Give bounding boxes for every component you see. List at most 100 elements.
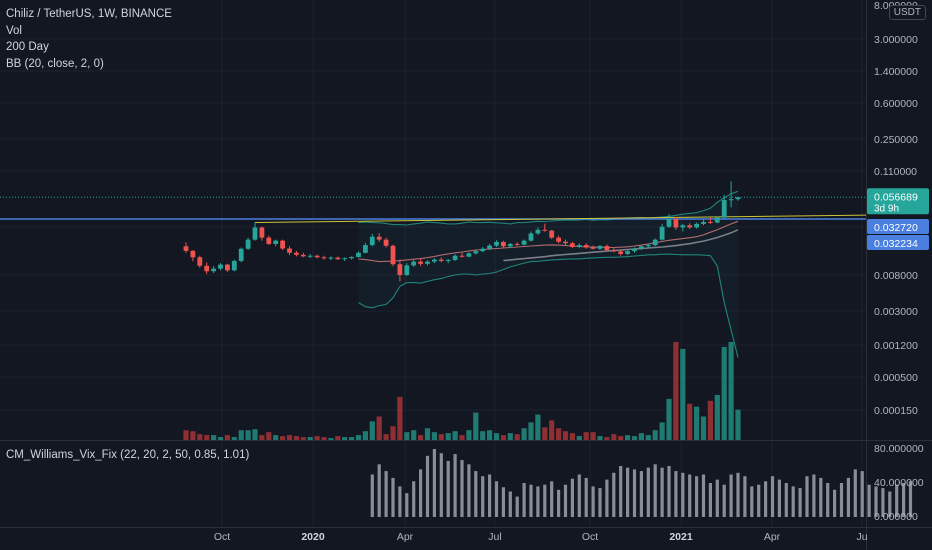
price-marker-badge (867, 219, 929, 234)
volume-bar (673, 342, 679, 440)
volume-bar (411, 430, 417, 440)
volume-bar (362, 431, 368, 440)
vix-bar (770, 476, 775, 517)
volume-bar (217, 437, 224, 440)
candles (183, 181, 741, 282)
countdown-label: 3d 9h (874, 203, 899, 214)
osc-tick-label: 40.000000 (874, 477, 924, 489)
vix-bar (377, 464, 381, 517)
candle-body (604, 246, 610, 251)
vix-bar (764, 481, 768, 517)
vix-bar (639, 471, 643, 517)
vix-bar (750, 486, 754, 517)
vix-bar (515, 496, 519, 517)
volume-bar (604, 437, 610, 440)
volume-bar (383, 434, 389, 440)
vix-bar (708, 483, 712, 517)
volume-bar (300, 437, 306, 440)
volume-bar (259, 435, 265, 440)
volume-bar (569, 433, 575, 440)
last-price-label: 0.056689 (874, 191, 918, 203)
vix-bar (701, 474, 706, 517)
candle-body (425, 261, 430, 264)
vix-bar (591, 486, 595, 517)
volume-bar (549, 420, 555, 440)
vix-bar (688, 474, 692, 517)
vix-bar (494, 481, 499, 517)
volume-bar (562, 431, 569, 440)
candle-body (197, 257, 203, 266)
candle-body (266, 237, 272, 244)
candle-body (701, 221, 706, 224)
vix-bar (557, 489, 561, 517)
volume-bar (369, 421, 375, 440)
price-tick-label: 0.008000 (874, 270, 918, 282)
candle-body (563, 241, 568, 244)
volume-bar (314, 436, 320, 440)
legend-bb[interactable]: BB (20, close, 2, 0) (6, 57, 104, 70)
volume-bar (390, 426, 396, 440)
volume-bar (286, 435, 293, 440)
price-tick-label: 0.003000 (874, 306, 918, 318)
vix-bar (488, 474, 492, 517)
volume-bar (238, 430, 244, 440)
volume-bar (355, 435, 362, 440)
vix-bar (660, 467, 664, 517)
vix-bar (846, 477, 850, 517)
vix-bar (626, 467, 630, 517)
candle-body (307, 255, 313, 257)
last-price-badge (867, 188, 929, 215)
volume-bar (611, 434, 617, 440)
volume-bar (507, 433, 513, 440)
candle-body (245, 239, 251, 249)
vix-bar (412, 481, 416, 517)
trendline (254, 214, 867, 224)
volume-bar (487, 430, 493, 440)
candle-body (708, 221, 713, 223)
volume-bar (583, 432, 589, 440)
volume-bar (576, 436, 582, 440)
oscillator-legend[interactable]: CM_Williams_Vix_Fix (22, 20, 2, 50, 0.85… (6, 449, 250, 461)
candle-body (570, 243, 575, 248)
candle-body (466, 253, 472, 257)
volume-bar (618, 436, 624, 440)
candle-body (514, 243, 520, 245)
vix-bar (791, 486, 795, 517)
symbol-title[interactable]: Chiliz / TetherUS, 1W, BINANCE (6, 8, 172, 20)
candle-body (618, 251, 624, 254)
price-tick-label: 0.001200 (874, 340, 918, 352)
legend-ma200[interactable]: 200 Day (6, 41, 49, 53)
volume-bar (556, 428, 562, 440)
volume-bar (500, 435, 506, 440)
candle-body (438, 259, 444, 261)
candle-body (349, 256, 354, 259)
vix-bar (833, 489, 837, 517)
candle-body (321, 257, 327, 259)
time-tick-label: Apr (397, 531, 414, 543)
vix-bar (577, 474, 581, 517)
currency-badge[interactable]: USDT (888, 5, 926, 20)
candle-body (666, 218, 672, 227)
candle-body (225, 264, 230, 271)
vix-bar (474, 471, 478, 517)
time-tick-label: Oct (214, 531, 230, 543)
vix-bar (419, 469, 423, 517)
candle-body (190, 250, 196, 258)
vix-bar (501, 487, 505, 517)
legend-vol[interactable]: Vol (6, 24, 22, 37)
candle-body (335, 257, 341, 260)
price-tick-label: 1.400000 (874, 66, 918, 78)
volume-bar (659, 422, 665, 440)
vix-bar (805, 476, 809, 517)
vix-bar (453, 454, 457, 517)
candle-body (735, 197, 741, 200)
volume-bar (273, 435, 279, 440)
volume-bar (197, 434, 203, 440)
vix-bar (908, 481, 913, 517)
volume-bar (707, 400, 713, 440)
candle-body (231, 260, 237, 271)
candle-body (294, 252, 299, 255)
candle-body (383, 239, 389, 246)
vix-bar (722, 484, 726, 517)
